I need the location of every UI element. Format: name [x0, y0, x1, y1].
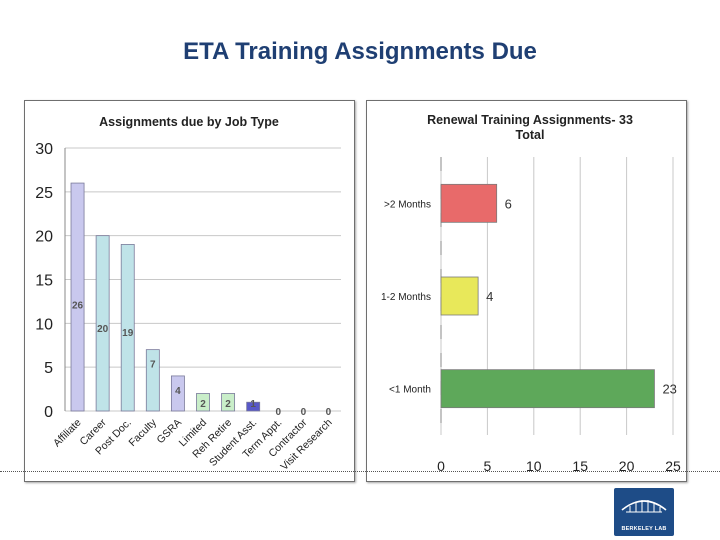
y-tick-label: 0: [44, 404, 53, 421]
data-label: 0: [326, 407, 332, 418]
slide-title: ETA Training Assignments Due: [183, 38, 537, 65]
bar: [95, 235, 110, 412]
y-tick-label: 30: [35, 141, 53, 158]
y-tick-label: 1-2 Months: [381, 292, 431, 303]
x-tick-label: Faculty: [127, 416, 160, 449]
bar: [145, 349, 160, 412]
data-label: 0: [275, 407, 281, 418]
x-tick-label: Affiliate: [51, 417, 84, 450]
data-label: 23: [662, 382, 676, 397]
data-label: 2: [200, 399, 206, 410]
data-label: 26: [72, 300, 84, 311]
data-label: 6: [505, 196, 512, 211]
y-tick-label: <1 Month: [389, 385, 431, 396]
bar: [70, 182, 85, 412]
x-tick-label: 0: [437, 458, 445, 474]
y-tick-label: 15: [35, 273, 53, 290]
bar: [221, 393, 236, 412]
bar: [196, 393, 210, 412]
bar: [440, 369, 655, 409]
y-tick-label: 20: [35, 229, 53, 246]
data-label: 1: [250, 399, 256, 410]
job-type-chart-panel: Assignments due by Job Type 0 5 10 15 20 25 30 2…: [24, 100, 355, 482]
data-label: 0: [301, 407, 307, 418]
logo-text: BERKELEY LAB: [621, 526, 667, 532]
bar: [170, 375, 185, 412]
berkeley-lab-logo: BERKELEY LAB: [614, 488, 674, 536]
renewal-chart-panel: Renewal Training Assignments- 33 Total 0 5 1…: [366, 100, 687, 482]
data-label: 4: [486, 289, 493, 304]
y-tick-label: 5: [44, 360, 53, 377]
chart-title: Total: [516, 128, 545, 142]
bar: [440, 183, 498, 223]
x-tick-label: 5: [484, 458, 492, 474]
job-type-bar-chart: Assignments due by Job Type0510152025302…: [35, 115, 341, 473]
x-tick-label: 20: [619, 458, 635, 474]
data-label: 4: [175, 386, 181, 397]
lab-building-icon: [621, 500, 667, 513]
y-tick-label: 10: [35, 316, 53, 333]
y-tick-label: 25: [35, 185, 53, 202]
chart-title: Renewal Training Assignments- 33: [427, 113, 633, 127]
bar: [440, 276, 479, 316]
x-tick-label: 25: [665, 458, 681, 474]
data-label: 7: [150, 360, 156, 371]
data-label: 2: [225, 399, 231, 410]
data-label: 20: [97, 324, 109, 335]
x-tick-label: 15: [572, 458, 588, 474]
footer-divider: [0, 471, 720, 472]
x-tick-label: 10: [526, 458, 542, 474]
bar: [246, 401, 261, 412]
chart-title: Assignments due by Job Type: [99, 115, 279, 129]
data-label: 19: [122, 328, 134, 339]
y-tick-label: >2 Months: [384, 199, 431, 210]
bar: [120, 244, 135, 412]
